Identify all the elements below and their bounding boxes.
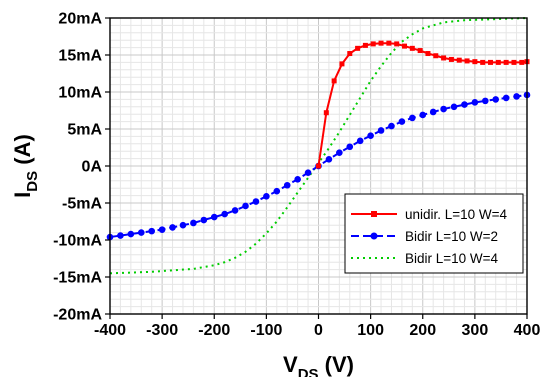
data-point — [356, 137, 364, 145]
data-point — [456, 57, 462, 63]
data-point — [388, 122, 395, 130]
data-point — [169, 224, 176, 231]
data-point — [450, 103, 458, 111]
x-tick-label: 100 — [357, 322, 384, 339]
y-axis-label: IDS (A) — [10, 134, 41, 198]
data-point — [117, 232, 124, 239]
data-point — [519, 59, 525, 65]
axis-ticks: -400 -300 -200 -100 0 100 200 300 400 20mA 15mA 10m… — [53, 11, 540, 340]
y-tick-label: 10mA — [58, 85, 102, 102]
legend-marker — [370, 232, 378, 240]
y-tick-label: -10mA — [53, 233, 102, 250]
x-tick-label: 0 — [314, 322, 323, 339]
y-axis-title: IDS (A) — [10, 134, 41, 198]
y-tick-label: 5mA — [67, 122, 102, 139]
y-tick-label: 20mA — [58, 11, 102, 28]
legend-label: Bidir L=10 W=2 — [405, 229, 498, 244]
x-tick-label: -400 — [94, 322, 126, 339]
data-point — [339, 61, 345, 67]
data-point — [441, 55, 447, 61]
data-point — [402, 43, 408, 49]
data-point — [325, 156, 333, 163]
data-point — [347, 51, 353, 57]
data-point — [158, 226, 166, 233]
data-point — [429, 108, 437, 116]
data-point — [417, 48, 423, 54]
data-point — [200, 216, 208, 224]
data-point — [331, 78, 337, 84]
data-point — [346, 143, 354, 151]
legend: unidir. L=10 W=4 Bidir L=10 W=2 Bidir L=10… — [344, 193, 524, 274]
data-point — [252, 198, 260, 205]
data-point — [461, 101, 468, 108]
x-tick-label: 200 — [409, 322, 436, 339]
x-axis-label: VDS (V) — [283, 352, 354, 377]
y-tick-label: 0A — [82, 159, 103, 176]
legend-marker — [371, 211, 377, 217]
data-point — [502, 94, 510, 102]
legend-label: Bidir L=10 W=4 — [405, 251, 499, 266]
data-point — [283, 181, 291, 189]
series-2 — [109, 17, 528, 275]
y-tick-label: -20mA — [53, 307, 102, 324]
data-point — [495, 59, 501, 65]
data-point — [409, 45, 415, 51]
data-point — [127, 230, 135, 238]
data-point — [386, 40, 392, 46]
data-point — [448, 56, 454, 62]
x-tick-label: -100 — [250, 322, 282, 339]
data-point — [336, 149, 343, 156]
data-point — [480, 59, 486, 65]
data-point — [398, 118, 406, 125]
series-line — [109, 17, 528, 275]
data-point — [377, 127, 385, 134]
data-point — [231, 207, 239, 214]
data-point — [464, 58, 470, 64]
data-point — [294, 176, 301, 183]
data-point — [190, 219, 197, 227]
data-point — [367, 132, 374, 139]
data-point — [179, 221, 187, 229]
data-point — [273, 187, 281, 195]
data-point — [472, 59, 478, 65]
x-tick-label: 300 — [462, 322, 489, 339]
data-point — [304, 169, 312, 176]
x-tick-label: -200 — [198, 322, 230, 339]
data-point — [409, 114, 416, 122]
data-point — [242, 202, 249, 210]
x-tick-label: 400 — [514, 322, 541, 339]
data-point — [210, 213, 218, 221]
data-point — [263, 193, 270, 200]
data-point — [511, 59, 517, 65]
data-point — [492, 96, 500, 103]
data-point — [316, 163, 321, 169]
data-point — [482, 97, 489, 105]
data-point — [425, 51, 431, 57]
series-line — [317, 42, 528, 167]
data-point — [419, 111, 427, 119]
data-point — [513, 93, 520, 100]
data-point — [378, 40, 384, 46]
y-tick-label: -15mA — [53, 270, 102, 287]
y-tick-label: 15mA — [58, 48, 102, 65]
data-point — [394, 41, 400, 47]
data-point — [221, 210, 228, 218]
data-point — [323, 110, 329, 116]
data-point — [137, 229, 145, 236]
data-point — [471, 99, 479, 106]
data-point — [362, 42, 368, 48]
legend-label: unidir. L=10 W=4 — [405, 207, 508, 222]
data-point — [433, 53, 439, 59]
data-point — [440, 105, 447, 113]
data-point — [370, 41, 376, 47]
data-point — [355, 45, 361, 51]
data-point — [488, 59, 494, 65]
data-point — [503, 59, 509, 65]
data-point — [148, 227, 155, 235]
x-axis-title: VDS (V) — [283, 352, 354, 377]
x-tick-label: -300 — [146, 322, 178, 339]
y-tick-label: -5mA — [62, 196, 102, 213]
